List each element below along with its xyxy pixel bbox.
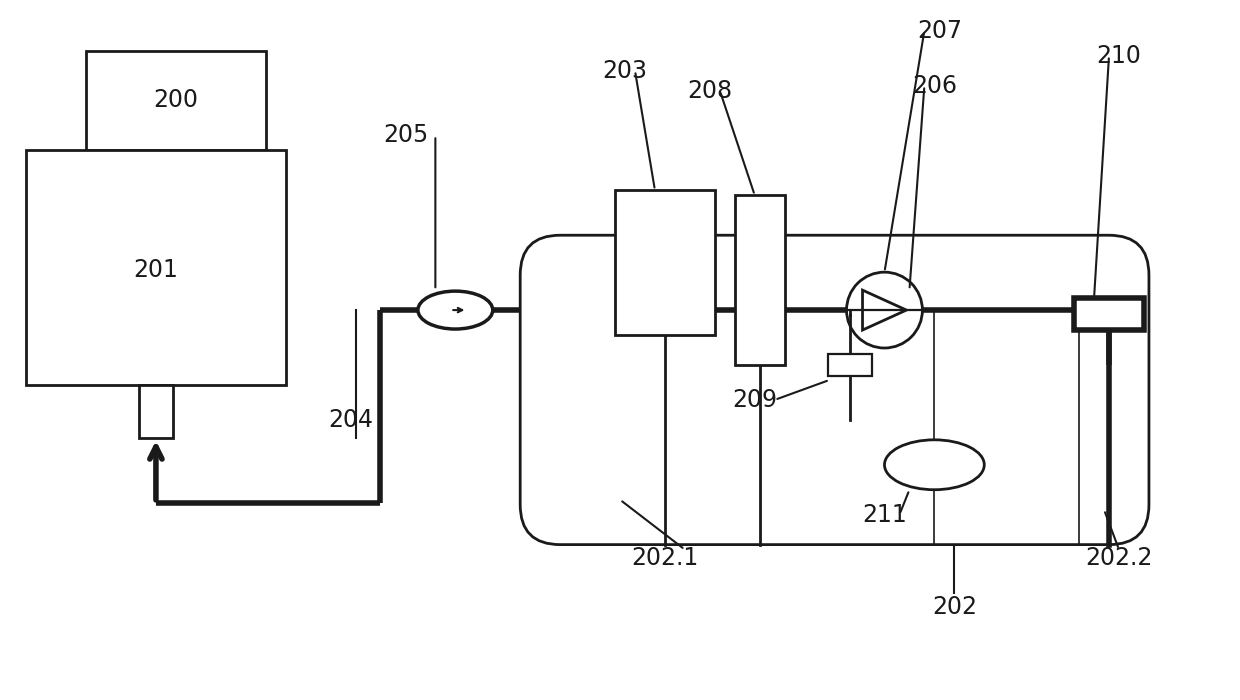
Text: 200: 200 <box>154 88 198 113</box>
Text: 208: 208 <box>687 78 733 102</box>
Bar <box>86 50 265 150</box>
Text: 204: 204 <box>329 408 373 432</box>
Text: 201: 201 <box>134 258 179 282</box>
Bar <box>735 195 785 365</box>
Text: 202.2: 202.2 <box>1085 545 1153 570</box>
Text: 207: 207 <box>916 19 962 43</box>
Text: 206: 206 <box>911 74 957 97</box>
Text: 202: 202 <box>931 596 977 620</box>
Ellipse shape <box>884 440 985 490</box>
Bar <box>615 190 714 335</box>
Text: 203: 203 <box>603 59 647 83</box>
Bar <box>139 385 172 438</box>
Text: 210: 210 <box>1096 43 1142 68</box>
FancyBboxPatch shape <box>521 235 1149 545</box>
Bar <box>827 354 872 376</box>
Ellipse shape <box>418 291 492 329</box>
Text: 209: 209 <box>733 388 777 412</box>
Text: 205: 205 <box>383 123 428 148</box>
Text: 211: 211 <box>862 503 906 526</box>
Bar <box>26 150 285 385</box>
Bar <box>1074 298 1145 330</box>
Text: 202.1: 202.1 <box>631 545 698 570</box>
